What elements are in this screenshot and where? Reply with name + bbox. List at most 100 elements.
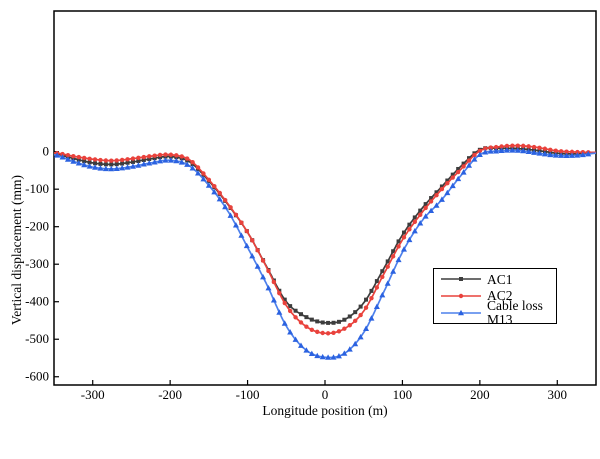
triangle-marker: [406, 236, 413, 243]
circle-marker: [293, 315, 298, 320]
square-marker: [374, 279, 379, 284]
circle-marker: [526, 144, 531, 149]
circle-marker: [439, 186, 445, 192]
triangle-marker: [124, 164, 131, 170]
circle-marker: [369, 295, 374, 301]
circle-marker: [331, 330, 336, 335]
triangle-marker: [292, 336, 299, 342]
square-marker: [461, 161, 466, 166]
square-marker: [385, 259, 390, 264]
circle-marker: [342, 326, 347, 331]
triangle-marker: [514, 147, 521, 153]
circle-marker: [336, 329, 342, 334]
circle-marker: [380, 274, 385, 280]
triangle-marker: [249, 253, 256, 259]
triangle-marker: [113, 165, 120, 172]
triangle-marker: [352, 340, 359, 347]
circle-marker: [515, 143, 520, 148]
triangle-marker: [471, 156, 478, 162]
triangle-marker: [157, 157, 164, 164]
circle-marker: [141, 154, 147, 160]
triangle-marker: [319, 353, 326, 360]
circle-marker: [233, 212, 239, 218]
square-marker: [293, 308, 298, 313]
triangle-marker: [216, 196, 223, 202]
circle-marker: [206, 177, 212, 183]
square-marker: [136, 158, 141, 163]
circle-marker: [461, 164, 466, 169]
series-line-cable-loss-m13: [53, 149, 597, 359]
triangle-marker: [363, 325, 370, 331]
triangle-marker: [487, 148, 494, 154]
circle-marker: [195, 165, 201, 170]
triangle-marker: [552, 152, 559, 158]
square-marker: [353, 310, 358, 315]
legend-item-cable-loss-m13: Cable loss M13: [440, 299, 556, 326]
circle-marker: [109, 158, 114, 163]
triangle-marker: [173, 157, 180, 164]
triangle-marker: [270, 297, 277, 303]
x-tick-label: -300: [81, 387, 105, 402]
square-marker: [450, 172, 455, 177]
triangle-marker: [390, 268, 397, 274]
x-tick-label: 200: [470, 387, 490, 402]
circle-marker: [407, 227, 412, 232]
triangle-marker: [585, 150, 592, 157]
circle-marker: [76, 154, 81, 160]
triangle-marker: [493, 148, 500, 154]
circle-marker: [179, 154, 184, 159]
circle-marker: [548, 147, 553, 153]
y-tick-label: -400: [25, 294, 49, 309]
triangle-marker: [135, 162, 142, 168]
triangle-marker: [541, 151, 548, 157]
triangle-marker: [287, 329, 294, 335]
circle-marker: [260, 258, 266, 263]
circle-marker: [396, 244, 401, 249]
square-marker: [401, 230, 406, 235]
circle-marker: [385, 264, 390, 269]
square-marker: [336, 319, 341, 324]
square-marker: [380, 269, 385, 274]
triangle-marker: [438, 196, 445, 202]
circle-marker: [298, 320, 304, 325]
x-axis-title: Longitude position (m): [262, 403, 388, 418]
circle-marker: [488, 145, 493, 150]
triangle-marker: [70, 158, 77, 164]
x-tick-label: -100: [236, 387, 260, 402]
triangle-marker: [102, 165, 109, 172]
triangle-marker: [265, 284, 272, 291]
triangle-marker: [184, 161, 191, 167]
circle-marker: [575, 149, 580, 155]
y-tick-label: -300: [25, 256, 49, 271]
circle-marker: [477, 148, 483, 154]
triangle-marker: [373, 303, 380, 310]
square-marker: [459, 277, 463, 282]
circle-marker: [222, 197, 228, 203]
circle-marker: [423, 205, 428, 211]
legend-item-ac2: AC2: [440, 288, 556, 304]
y-tick-label: -100: [25, 181, 49, 196]
circle-marker: [103, 158, 109, 163]
triangle-marker: [341, 350, 348, 356]
legend-label-ac2: AC2: [487, 288, 513, 304]
triangle-marker: [357, 333, 364, 340]
triangle-marker: [200, 175, 207, 182]
triangle-marker: [205, 182, 212, 188]
square-marker: [158, 155, 163, 160]
triangle-marker: [146, 160, 153, 166]
triangle-marker: [189, 165, 196, 171]
circle-marker: [271, 279, 277, 285]
legend-swatch-ac2: [441, 293, 481, 299]
square-marker: [288, 304, 293, 309]
triangle-marker: [243, 242, 250, 249]
circle-marker: [569, 149, 575, 155]
triangle-marker: [400, 246, 407, 252]
triangle-marker: [433, 202, 440, 208]
triangle-marker: [395, 256, 402, 263]
circle-marker: [266, 268, 271, 274]
square-marker: [315, 319, 320, 324]
circle-marker: [81, 155, 87, 161]
circle-marker: [450, 175, 455, 180]
square-marker: [320, 320, 325, 325]
square-marker: [114, 162, 119, 167]
